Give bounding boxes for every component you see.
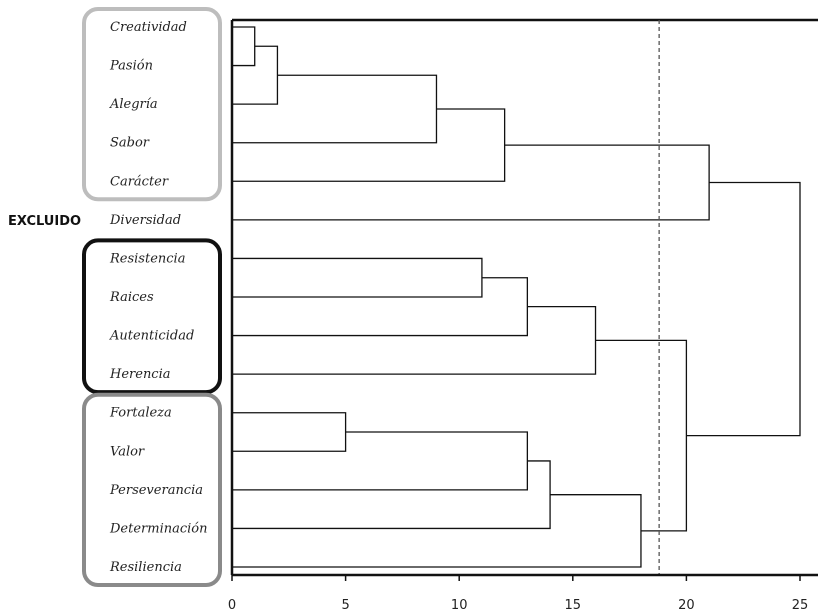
x-tick-label: 15 [565, 598, 582, 613]
leaf-label: Fortaleza [109, 406, 172, 421]
dendrogram-link [232, 305, 597, 375]
cluster-group-box-2 [82, 238, 222, 395]
dendrogram-link [232, 108, 506, 182]
dendrogram-link [686, 181, 801, 437]
leaf-label: Valor [110, 444, 145, 459]
x-tick-label: 10 [451, 598, 468, 613]
dendrogram-link [232, 74, 438, 144]
leaf-label: Raices [109, 290, 154, 305]
dendrogram-link [232, 431, 529, 491]
dendrogram-link [232, 412, 347, 452]
leaf-label: Sabor [110, 136, 150, 151]
leaf-label: Diversidad [109, 213, 181, 228]
leaf-label: Resiliencia [109, 560, 182, 575]
leaf-label: Determinación [109, 521, 208, 536]
leaf-label: Carácter [110, 174, 169, 189]
x-tick-label: 25 [792, 598, 809, 613]
leaf-label: Pasión [109, 59, 153, 74]
leaf-label: Alegría [109, 97, 158, 112]
dendrogram-link [232, 26, 256, 67]
excluded-label: EXCLUIDO [8, 214, 81, 229]
x-tick-label: 0 [228, 598, 236, 613]
dendrogram-link [232, 494, 642, 568]
cluster-group-box-1 [82, 7, 222, 202]
leaf-label: Perseverancia [109, 483, 203, 498]
x-tick-label: 5 [341, 598, 349, 613]
leaf-label: Creatividad [110, 20, 187, 35]
dendrogram-link [232, 277, 529, 337]
cluster-group-box-3 [82, 392, 222, 588]
x-tick-label: 20 [678, 598, 695, 613]
leaf-label: Autenticidad [109, 329, 194, 344]
dendrogram-link [232, 257, 483, 298]
dendrogram-link [232, 460, 551, 530]
leaf-label: Herencia [109, 367, 171, 382]
dendrogram-link [232, 144, 710, 221]
leaf-label: Resistencia [109, 251, 185, 266]
